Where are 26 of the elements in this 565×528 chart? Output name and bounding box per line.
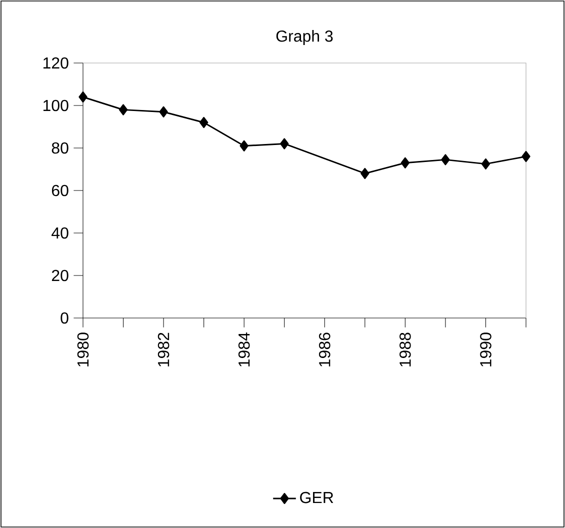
point bbox=[400, 157, 410, 168]
y-tick-label: 20 bbox=[52, 270, 68, 282]
point bbox=[280, 138, 289, 150]
point bbox=[118, 104, 128, 116]
point bbox=[360, 168, 370, 180]
legend-label: GER bbox=[300, 492, 334, 504]
y-tick-label: 60 bbox=[52, 184, 68, 196]
chart-title: Graph 3 bbox=[276, 30, 333, 45]
x-tick-label: 1982 bbox=[158, 332, 170, 366]
y-tick-label: 80 bbox=[52, 142, 68, 154]
point bbox=[481, 158, 490, 170]
point bbox=[159, 106, 168, 118]
y-tick-label: 0 bbox=[60, 312, 68, 324]
y-tick-label: 100 bbox=[43, 100, 68, 112]
y-tick-label: 40 bbox=[52, 227, 68, 239]
x-tick-label: 1986 bbox=[318, 332, 330, 366]
x-tick-label: 1988 bbox=[400, 332, 411, 366]
x-tick-label: 1984 bbox=[238, 332, 250, 366]
x-tick-label: 1990 bbox=[480, 332, 492, 366]
y-tick-label: 120 bbox=[43, 57, 68, 69]
point bbox=[240, 140, 248, 152]
point bbox=[199, 116, 208, 128]
x-tick-label: 1980 bbox=[77, 332, 89, 366]
point bbox=[441, 154, 450, 166]
point bbox=[78, 91, 88, 103]
point bbox=[522, 150, 530, 162]
